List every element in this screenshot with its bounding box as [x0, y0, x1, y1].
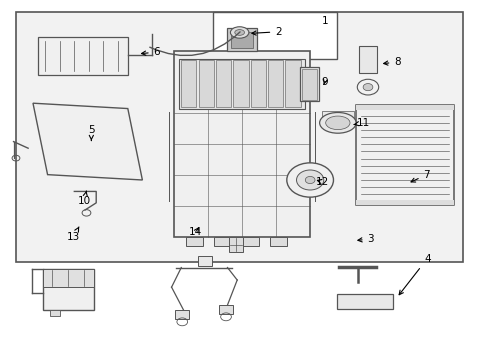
- Bar: [50, 310, 60, 316]
- Bar: [198, 256, 211, 266]
- Bar: [356, 200, 453, 205]
- Text: 5: 5: [88, 125, 95, 140]
- Circle shape: [305, 176, 314, 184]
- Bar: [231, 32, 252, 48]
- Bar: [214, 237, 231, 246]
- Ellipse shape: [234, 30, 244, 35]
- Text: 1: 1: [321, 16, 327, 26]
- Bar: [186, 237, 203, 246]
- Text: 14: 14: [189, 227, 202, 237]
- Bar: [267, 60, 283, 107]
- Text: 9: 9: [321, 77, 327, 87]
- Circle shape: [286, 163, 333, 197]
- Ellipse shape: [230, 27, 248, 38]
- Text: 8: 8: [383, 57, 400, 67]
- Bar: [302, 69, 316, 100]
- Text: 3: 3: [357, 234, 373, 244]
- Bar: [179, 59, 305, 109]
- Bar: [181, 60, 196, 107]
- Bar: [358, 46, 376, 73]
- Bar: [212, 12, 336, 59]
- Bar: [269, 237, 286, 246]
- Bar: [227, 28, 256, 51]
- Text: 10: 10: [77, 191, 90, 206]
- Text: 6: 6: [141, 47, 160, 57]
- Bar: [356, 105, 453, 111]
- Bar: [322, 111, 353, 126]
- Text: 11: 11: [353, 118, 369, 128]
- Bar: [175, 310, 189, 319]
- Bar: [38, 37, 127, 75]
- Bar: [198, 60, 213, 107]
- Ellipse shape: [319, 112, 355, 133]
- Bar: [16, 12, 462, 262]
- Bar: [285, 60, 300, 107]
- Text: 4: 4: [398, 253, 430, 295]
- Bar: [42, 269, 94, 287]
- Circle shape: [296, 170, 323, 190]
- Bar: [300, 67, 318, 102]
- Bar: [219, 305, 232, 314]
- Bar: [228, 237, 242, 252]
- Circle shape: [363, 84, 372, 91]
- Text: 7: 7: [410, 170, 429, 182]
- Bar: [216, 60, 231, 107]
- Bar: [336, 294, 392, 309]
- Text: 2: 2: [251, 27, 281, 37]
- Bar: [42, 269, 94, 310]
- Polygon shape: [33, 103, 142, 180]
- Bar: [174, 51, 309, 237]
- Bar: [250, 60, 265, 107]
- Bar: [356, 105, 453, 205]
- Text: 13: 13: [66, 227, 80, 242]
- Ellipse shape: [325, 116, 349, 130]
- Bar: [233, 60, 248, 107]
- Bar: [242, 237, 259, 246]
- Text: 12: 12: [315, 177, 328, 187]
